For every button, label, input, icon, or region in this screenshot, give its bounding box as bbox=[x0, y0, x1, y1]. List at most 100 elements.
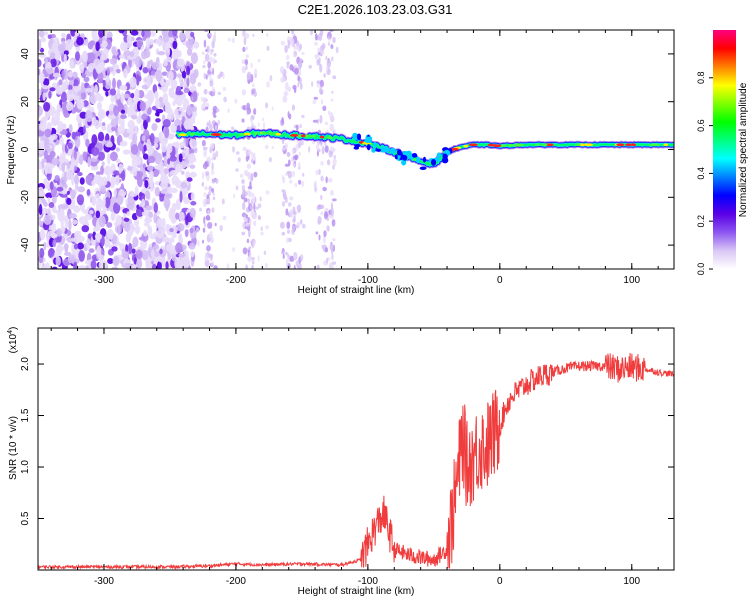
spectrogram-speckle bbox=[257, 122, 260, 127]
spectrogram-speckle bbox=[269, 77, 272, 81]
spectrogram-speckle bbox=[179, 141, 186, 149]
spectrogram-speckle bbox=[160, 189, 169, 194]
spectrogram-speckle bbox=[292, 149, 295, 155]
spectrogram-speckle bbox=[43, 149, 48, 160]
spectrogram-speckle bbox=[202, 64, 206, 69]
colorbar-tick-label: 0.6 bbox=[696, 119, 706, 132]
spectrogram-speckle bbox=[167, 237, 175, 244]
spectrogram-speckle bbox=[130, 109, 138, 116]
spectrogram-speckle bbox=[173, 96, 180, 105]
spectrogram-speckle bbox=[259, 196, 262, 202]
spectrogram-speckle bbox=[51, 157, 59, 166]
spectrogram-peak bbox=[275, 132, 282, 136]
spectrogram-speckle bbox=[164, 101, 171, 114]
spectrogram-speckle bbox=[123, 217, 130, 222]
spectrogram-speckle bbox=[247, 198, 251, 205]
spectrogram-speckle bbox=[203, 39, 207, 48]
spectrogram-peak bbox=[253, 131, 260, 135]
spectrogram-speckle bbox=[113, 170, 120, 176]
spectrogram-speckle bbox=[134, 225, 141, 235]
spectrogram-speckle bbox=[38, 71, 45, 84]
spectrogram-speckle bbox=[114, 221, 118, 227]
spectrogram-speckle bbox=[74, 31, 80, 37]
spectrogram-speckle bbox=[251, 256, 255, 261]
spectrogram-speckle bbox=[101, 125, 107, 131]
spectrogram-speckle bbox=[175, 198, 181, 211]
spectrogram-speckle bbox=[245, 264, 248, 269]
spectrogram-speckle bbox=[64, 79, 69, 86]
spectrogram-speckle bbox=[41, 85, 49, 90]
spectrogram-speckle bbox=[214, 125, 218, 130]
spectrogram-speckle bbox=[165, 261, 169, 269]
spectrogram-speckle bbox=[117, 125, 125, 135]
spectrogram-speckle bbox=[241, 184, 246, 192]
spectrogram-blob bbox=[394, 154, 399, 160]
spectrogram-speckle bbox=[183, 119, 190, 130]
spectrogram-speckle bbox=[104, 32, 108, 39]
spectrogram-speckle bbox=[111, 246, 118, 252]
spectrogram-speckle bbox=[102, 122, 106, 127]
spectrogram-speckle bbox=[189, 207, 196, 218]
spectrogram-blob bbox=[379, 146, 387, 153]
spectrogram-speckle bbox=[143, 144, 147, 152]
spectrogram-speckle bbox=[81, 82, 85, 94]
spectrogram-speckle bbox=[201, 171, 205, 180]
spectrogram-speckle bbox=[43, 101, 51, 112]
spectrogram-speckle bbox=[212, 179, 215, 184]
spectrogram-speckle bbox=[85, 238, 91, 250]
spectrogram-speckle bbox=[182, 256, 190, 268]
spectrogram-speckle bbox=[88, 248, 95, 253]
snr-xtick-label: -200 bbox=[226, 576, 246, 587]
spectrogram-speckle bbox=[42, 90, 46, 101]
spectrogram-speckle bbox=[244, 191, 248, 197]
spectrogram-speckle bbox=[327, 177, 333, 183]
spectrogram-speckle bbox=[175, 212, 180, 220]
spectrogram-speckle bbox=[299, 82, 303, 90]
spectrogram-peak bbox=[534, 143, 540, 147]
colorbar-tick-label: 0.4 bbox=[696, 167, 706, 180]
spectrogram-speckle bbox=[253, 91, 258, 98]
spectrogram-speckle bbox=[242, 221, 246, 230]
spectrogram-speckle bbox=[327, 225, 330, 232]
spectrogram-speckle bbox=[209, 32, 212, 37]
spectrogram-speckle bbox=[98, 30, 105, 38]
spectrogram-peak bbox=[630, 143, 636, 147]
spectrogram-speckle bbox=[91, 195, 97, 207]
spectrogram-speckle bbox=[287, 170, 293, 179]
spectrogram-speckle bbox=[328, 263, 334, 269]
spectrogram-speckle bbox=[293, 253, 297, 260]
spectrogram-speckle bbox=[123, 262, 132, 269]
spectrogram-speckle bbox=[47, 34, 53, 40]
spectrogram-speckle bbox=[332, 164, 335, 170]
spectrogram-speckle bbox=[129, 76, 137, 88]
spectrogram-speckle bbox=[118, 163, 124, 173]
spectrogram-speckle bbox=[43, 78, 50, 87]
spectrogram-speckle bbox=[294, 154, 299, 160]
spectrogram-speckle bbox=[157, 36, 163, 47]
spectrogram-speckle bbox=[332, 157, 337, 167]
spectrogram-speckle bbox=[186, 105, 193, 116]
spectrogram-speckle bbox=[105, 90, 109, 97]
spectrogram-speckle bbox=[85, 87, 93, 93]
spectrogram-ytick-label: 0 bbox=[20, 146, 31, 152]
spectrogram-speckle bbox=[318, 168, 321, 176]
spectrogram-speckle bbox=[123, 221, 131, 232]
spectrogram-speckle bbox=[175, 108, 179, 120]
spectrogram-speckle bbox=[91, 180, 96, 186]
spectrogram-speckle bbox=[136, 258, 143, 269]
spectrogram-speckle bbox=[176, 73, 182, 78]
spectrogram-speckle bbox=[56, 104, 61, 111]
spectrogram-speckle bbox=[74, 165, 78, 171]
spectrogram-speckle bbox=[249, 251, 252, 259]
spectrogram-blob bbox=[371, 147, 377, 153]
spectrogram-speckle bbox=[66, 190, 70, 196]
spectrogram-speckle bbox=[178, 232, 183, 243]
spectrogram-speckle bbox=[233, 193, 236, 199]
spectrogram-speckle bbox=[94, 119, 100, 130]
spectrogram-speckle bbox=[297, 61, 302, 70]
spectrogram-speckle bbox=[332, 36, 336, 44]
spectrogram-speckle bbox=[117, 117, 125, 126]
spectrogram-speckle bbox=[323, 142, 326, 146]
spectrogram-speckle bbox=[143, 229, 148, 237]
spectrogram-speckle bbox=[209, 50, 213, 56]
